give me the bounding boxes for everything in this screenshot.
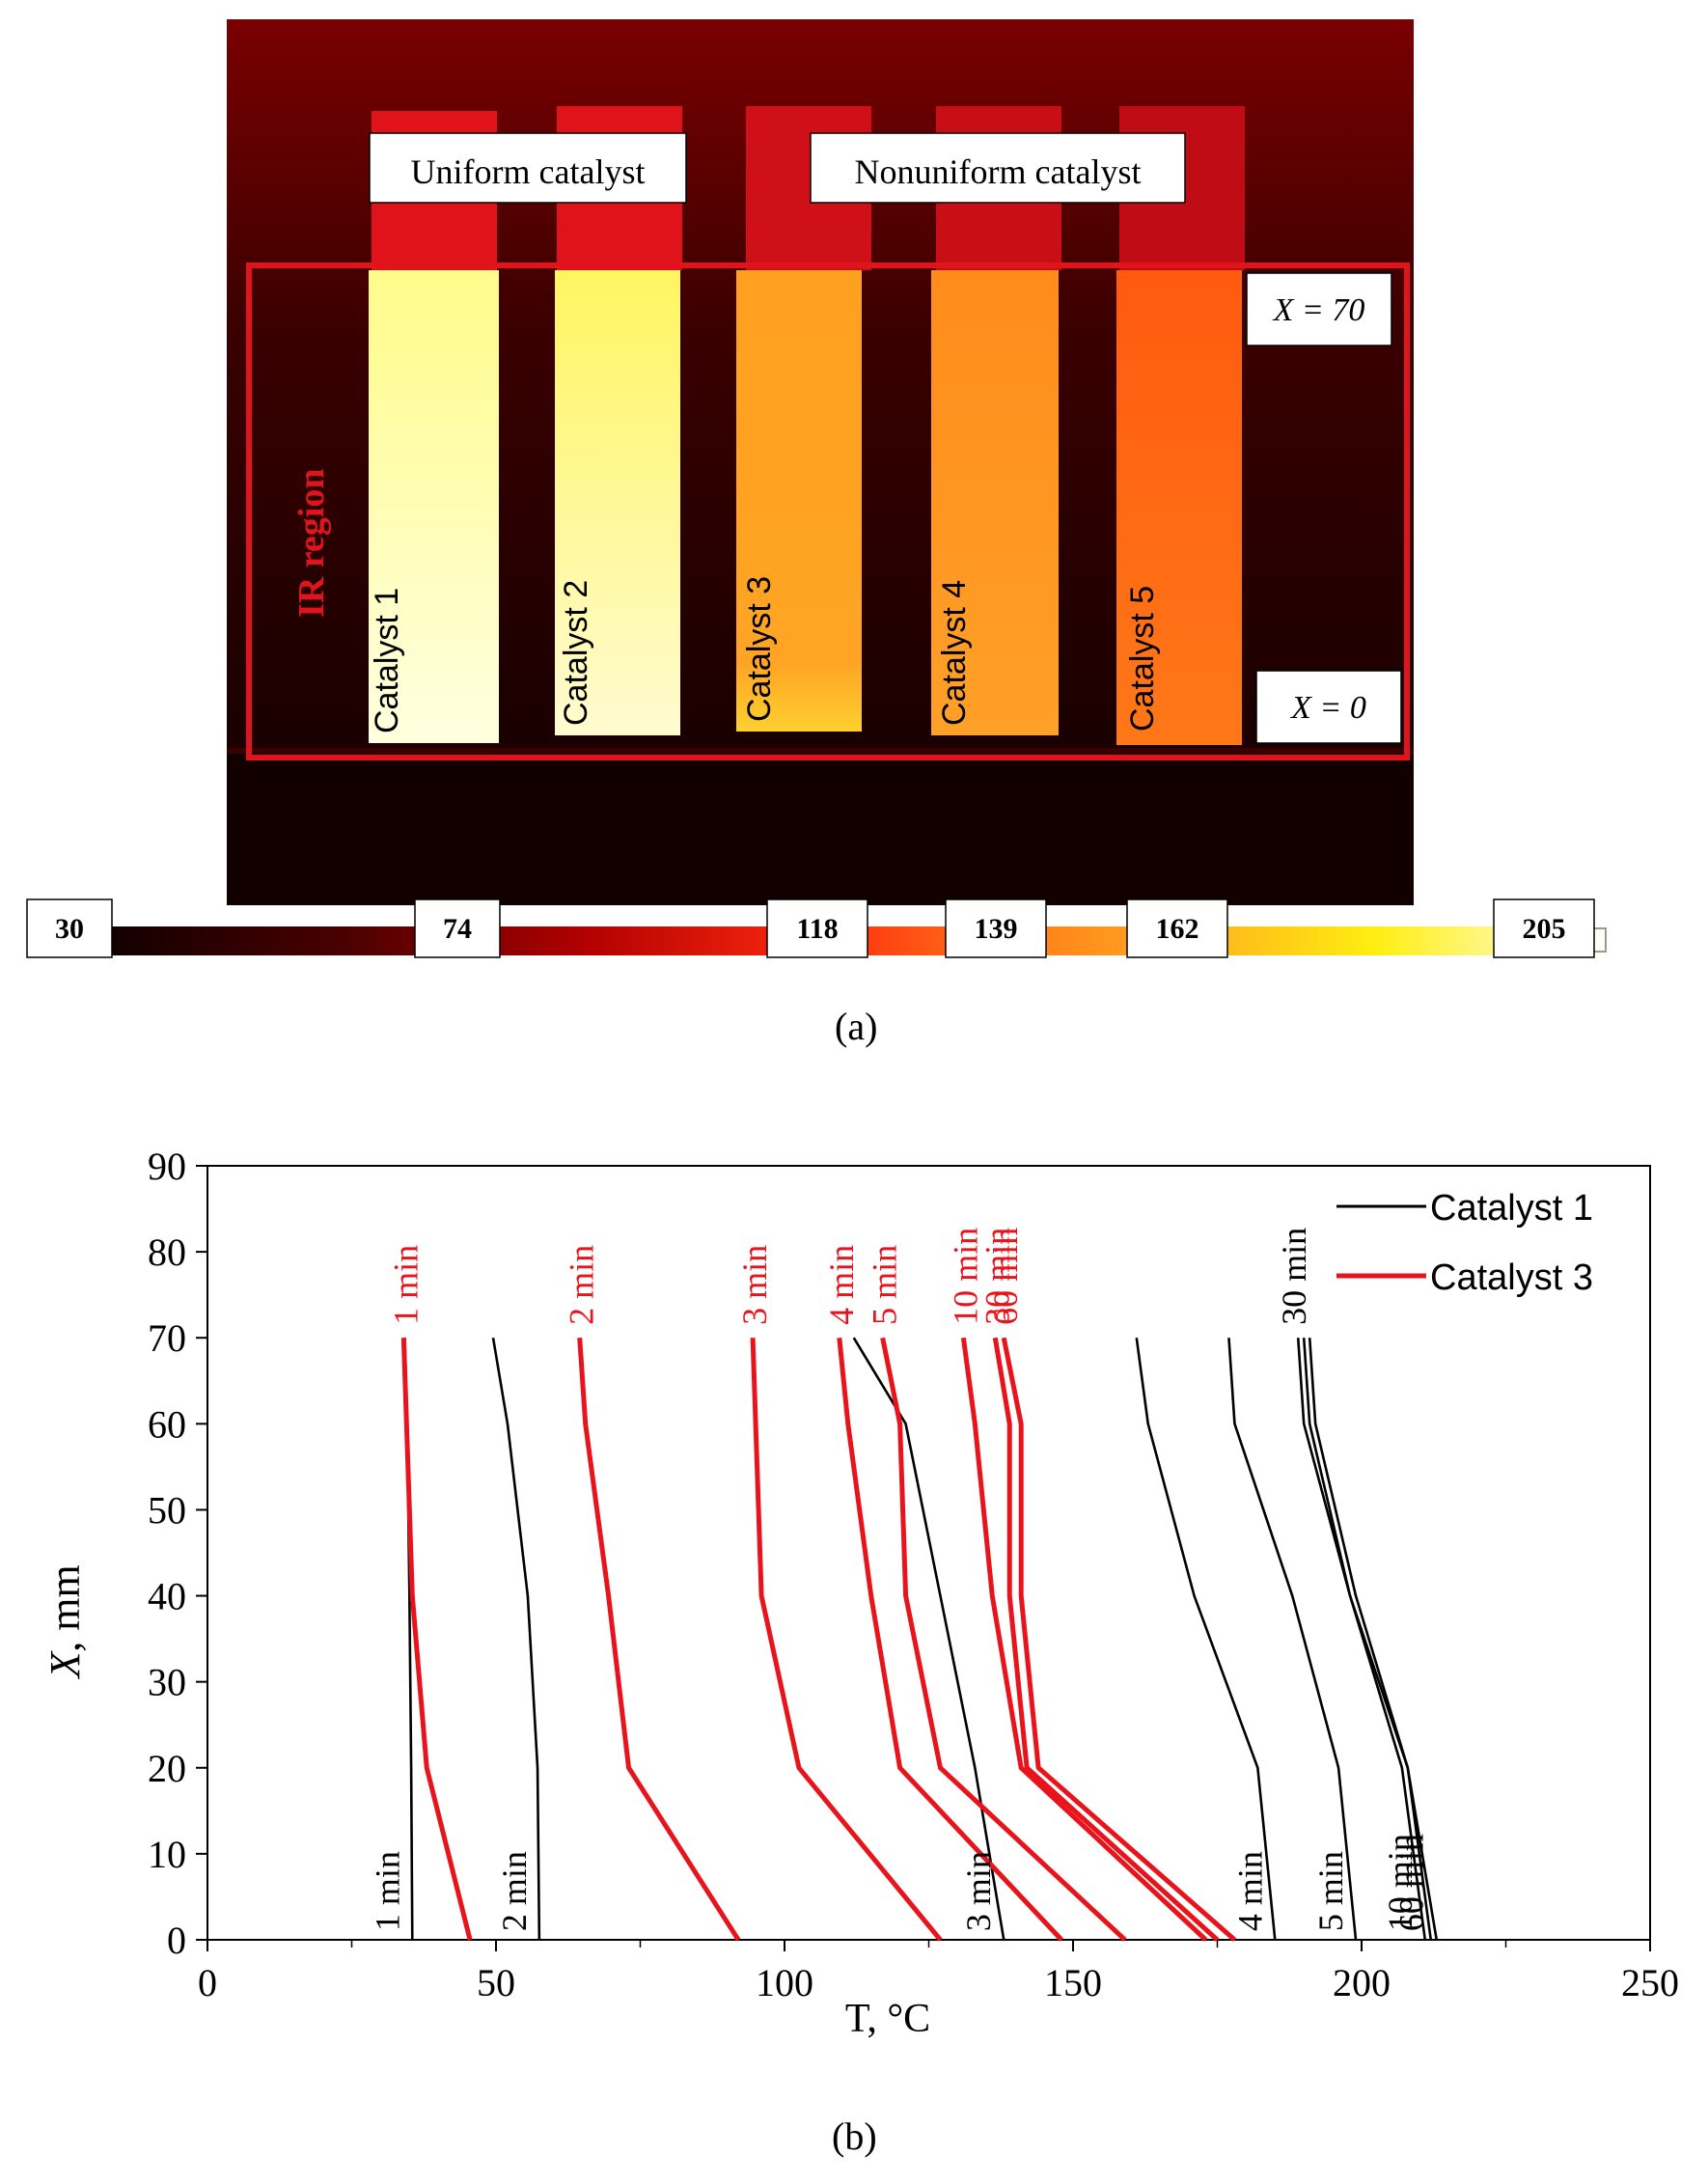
y-tick-label: 40 — [148, 1575, 186, 1618]
series-line-catalyst3-5min — [880, 1337, 1127, 1942]
x-tick-label: 250 — [1621, 1961, 1679, 2004]
legend: Catalyst 1 Catalyst 3 — [1336, 1188, 1593, 1298]
ir-bottom-shelf — [227, 753, 1414, 905]
series-label-catalyst3-3min: 3 min — [735, 1245, 774, 1325]
x-top-label: X = 70 — [1272, 292, 1365, 328]
series-line-catalyst3-1min — [400, 1338, 473, 1941]
temperature-profile-chart: 0 50 100 150 200 250 0 10 20 30 40 50 60 70 80 90 1 min… — [41, 1145, 1679, 2041]
catalyst-label-4: Catalyst 4 — [936, 580, 973, 726]
catalyst-label-5: Catalyst 5 — [1124, 586, 1161, 732]
ir-image-panel: Catalyst 1 Catalyst 2 Catalyst 3 Catalys… — [26, 19, 1612, 958]
x-tick-label: 150 — [1044, 1961, 1102, 2004]
uniform-catalyst-box — [369, 132, 687, 204]
scale-box-2 — [766, 898, 868, 958]
scale-value-1: 74 — [443, 913, 472, 945]
y-tick-label: 20 — [148, 1747, 186, 1790]
series-label-catalyst3-60min: 60 min — [986, 1228, 1025, 1325]
x-bottom-box — [1255, 670, 1402, 744]
series-label-catalyst1-5min: 5 min — [1311, 1851, 1350, 1931]
y-tick-label: 60 — [148, 1402, 186, 1446]
y-axis-title: X, mm — [41, 1564, 89, 1679]
x-tick-label: 50 — [477, 1961, 515, 2004]
series-label-catalyst1-2min: 2 min — [495, 1851, 534, 1931]
y-tick-label: 30 — [148, 1661, 186, 1704]
series-line-catalyst1-3min — [852, 1337, 1006, 1941]
scale-box-0 — [26, 898, 113, 958]
catalyst-strip-1 — [369, 270, 499, 743]
y-tick-label: 10 — [148, 1833, 186, 1876]
y-tick-label: 0 — [167, 1919, 186, 1962]
legend-label-1: Catalyst 3 — [1430, 1257, 1593, 1298]
series-line-catalyst3-3min — [750, 1338, 943, 1942]
series-lines — [400, 1337, 1439, 1942]
series-label-catalyst1-60min: 60 min — [1392, 1834, 1431, 1931]
series-label-catalyst1-10min: 10 min — [1381, 1834, 1419, 1931]
series-label-catalyst3-10min: 10 min — [946, 1228, 984, 1325]
x-tick-label: 100 — [756, 1961, 813, 2004]
series-line-catalyst1-60min — [1308, 1338, 1439, 1941]
series-label-catalyst3-5min: 5 min — [866, 1245, 904, 1325]
nonuniform-catalyst-box — [810, 132, 1186, 204]
y-tick-label: 50 — [148, 1488, 186, 1532]
scale-value-boxes: 30 74 118 139 162 205 — [26, 898, 1595, 958]
catalyst-strip-4 — [931, 270, 1059, 735]
x-tick-label: 0 — [198, 1961, 217, 2004]
catalyst-strip-2 — [555, 270, 680, 735]
series-label-catalyst3-30min: 30 min — [978, 1228, 1016, 1325]
catalyst-label-3: Catalyst 3 — [741, 576, 778, 722]
scale-box-1 — [414, 898, 501, 958]
legend-label-0: Catalyst 1 — [1430, 1188, 1593, 1229]
series-label-catalyst1-3min: 3 min — [959, 1851, 998, 1931]
series-label-catalyst3-4min: 4 min — [822, 1245, 861, 1325]
uniform-catalyst-label: Uniform catalyst — [411, 152, 646, 191]
axes: 0 50 100 150 200 250 0 10 20 30 40 50 60 70 80 90 — [148, 1145, 1679, 2004]
scale-box-3 — [945, 898, 1047, 958]
series-line-catalyst3-2min — [577, 1338, 741, 1942]
catalyst-label-2: Catalyst 2 — [558, 580, 594, 726]
scale-value-4: 162 — [1156, 913, 1199, 945]
series-line-catalyst1-5min — [1227, 1338, 1358, 1941]
y-tick-label: 80 — [148, 1230, 186, 1274]
series-line-catalyst3-60min — [1001, 1337, 1237, 1942]
ir-region-label: IR region — [291, 469, 332, 618]
scale-value-0: 30 — [55, 913, 84, 945]
scale-box-4 — [1126, 898, 1228, 958]
y-tick-label: 90 — [148, 1145, 186, 1188]
series-label-catalyst1-1min: 1 min — [368, 1851, 406, 1931]
series-label-catalyst1-30min: 30 min — [1275, 1228, 1313, 1325]
x-bottom-label: X = 0 — [1289, 690, 1366, 726]
scale-box-5 — [1493, 898, 1595, 958]
catalyst-strip-3 — [736, 270, 862, 732]
x-tick-label: 200 — [1333, 1961, 1391, 2004]
panel-a-label: (a) — [835, 1005, 878, 1048]
series-line-catalyst3-30min — [992, 1337, 1220, 1942]
scale-value-5: 205 — [1523, 913, 1566, 945]
series-line-catalyst1-4min — [1135, 1338, 1277, 1941]
nonuniform-catalyst-label: Nonuniform catalyst — [855, 152, 1142, 191]
series-line-catalyst1-2min — [491, 1338, 541, 1941]
series-label-catalyst3-1min: 1 min — [386, 1245, 425, 1325]
series-line-catalyst1-30min — [1302, 1338, 1433, 1941]
x-axis-title: T, °C — [845, 1997, 930, 2041]
catalyst-strip-5 — [1116, 270, 1242, 745]
scale-value-3: 139 — [975, 913, 1018, 945]
scale-value-2: 118 — [796, 913, 838, 945]
series-line-catalyst3-10min — [960, 1337, 1208, 1942]
y-tick-label: 70 — [148, 1316, 186, 1360]
x-top-box — [1246, 272, 1392, 346]
series-label-catalyst1-4min: 4 min — [1230, 1851, 1269, 1931]
panel-b-label: (b) — [832, 2114, 877, 2158]
series-label-catalyst3-2min: 2 min — [563, 1245, 601, 1325]
ir-region-frame — [246, 263, 1410, 760]
series-line-catalyst3-4min — [837, 1337, 1063, 1942]
catalyst-label-1: Catalyst 1 — [369, 588, 405, 733]
